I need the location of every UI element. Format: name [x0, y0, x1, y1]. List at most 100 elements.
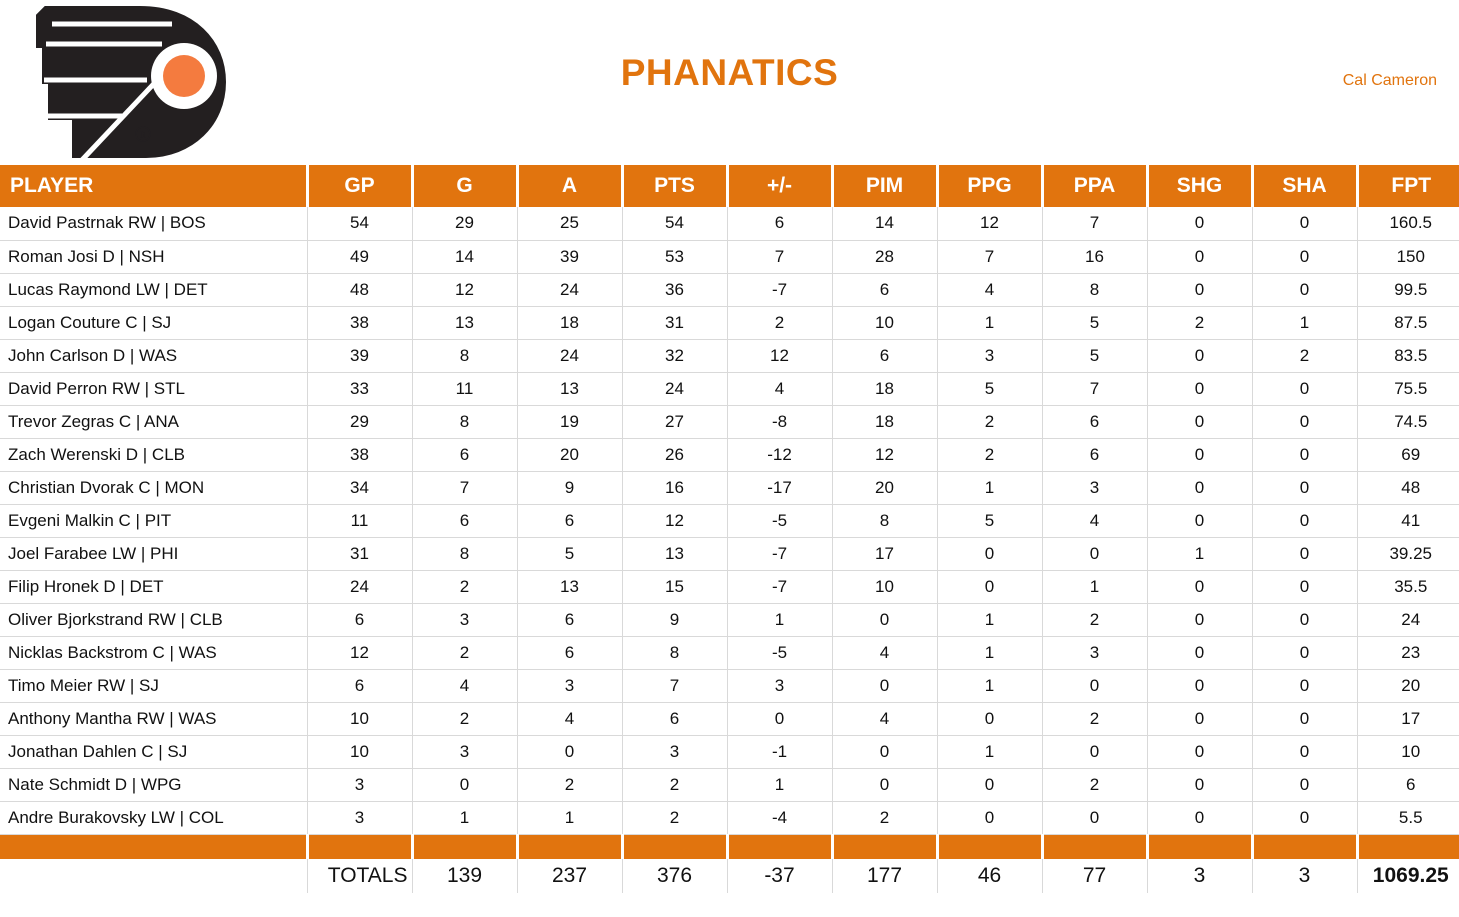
column-header-gp[interactable]: GP [307, 165, 414, 207]
table-row[interactable]: Lucas Raymond LW | DET 48 12 24 36 -7 6 4 8 0 0 99.… [0, 273, 1459, 307]
player-name-cell: John Carlson D | WAS [0, 339, 308, 373]
stat-cell-g: 3 [412, 735, 518, 769]
table-header-row: PLAYER GP G A PTS +/- PIM PPG PPA SHG SH… [0, 165, 1459, 207]
stat-cell-pim: 0 [832, 603, 938, 637]
stat-cell-a: 24 [517, 273, 623, 307]
stat-cell-pm: 2 [727, 306, 833, 340]
stat-cell-a: 19 [517, 405, 623, 439]
column-header-a[interactable]: A [517, 165, 624, 207]
stat-cell-gp: 49 [307, 240, 413, 274]
stat-cell-fpt: 99.5 [1357, 273, 1459, 307]
stat-cell-pts: 13 [622, 537, 728, 571]
stat-cell-shg: 0 [1147, 669, 1253, 703]
stat-cell-pts: 6 [622, 702, 728, 736]
table-row[interactable]: John Carlson D | WAS 39 8 24 32 12 6 3 5 0 2 83.5 [0, 339, 1459, 373]
stat-cell-pim: 18 [832, 405, 938, 439]
stat-cell-sha: 0 [1252, 372, 1358, 406]
stat-cell-gp: 38 [307, 438, 413, 472]
table-row[interactable]: Logan Couture C | SJ 38 13 18 31 2 10 1 5 2 1 87.5 [0, 306, 1459, 340]
column-header-fpt[interactable]: FPT [1357, 165, 1459, 207]
totals-value-cell: 3 [1252, 859, 1358, 893]
stat-cell-sha: 0 [1252, 273, 1358, 307]
column-header-player[interactable]: PLAYER [0, 165, 309, 207]
stat-cell-g: 0 [412, 768, 518, 802]
stat-cell-pm: -7 [727, 537, 833, 571]
table-row[interactable]: Evgeni Malkin C | PIT 11 6 6 12 -5 8 5 4 0 0 41 [0, 504, 1459, 538]
stat-cell-pim: 20 [832, 471, 938, 505]
stat-cell-fpt: 160.5 [1357, 207, 1459, 241]
table-row[interactable]: Roman Josi D | NSH 49 14 39 53 7 28 7 16 0 0 150 [0, 240, 1459, 274]
stat-cell-g: 6 [412, 504, 518, 538]
column-header-g[interactable]: G [412, 165, 519, 207]
stat-cell-ppg: 0 [937, 768, 1043, 802]
stat-cell-gp: 11 [307, 504, 413, 538]
stat-cell-g: 11 [412, 372, 518, 406]
stat-cell-a: 6 [517, 636, 623, 670]
totals-value-cell: 77 [1042, 859, 1148, 893]
stat-cell-pim: 4 [832, 636, 938, 670]
stat-cell-sha: 0 [1252, 471, 1358, 505]
column-header-ppg[interactable]: PPG [937, 165, 1044, 207]
stat-cell-ppg: 1 [937, 735, 1043, 769]
stat-cell-shg: 0 [1147, 636, 1253, 670]
table-row[interactable]: Andre Burakovsky LW | COL 3 1 1 2 -4 2 0 0 0 0 5.5 [0, 801, 1459, 835]
stat-cell-ppa: 5 [1042, 339, 1148, 373]
stat-cell-g: 4 [412, 669, 518, 703]
stat-cell-shg: 0 [1147, 735, 1253, 769]
column-header-plus-minus[interactable]: +/- [727, 165, 834, 207]
stat-cell-sha: 0 [1252, 768, 1358, 802]
stat-cell-gp: 34 [307, 471, 413, 505]
column-header-shg[interactable]: SHG [1147, 165, 1254, 207]
player-name-cell: Andre Burakovsky LW | COL [0, 801, 308, 835]
stat-cell-pm: -4 [727, 801, 833, 835]
stat-cell-sha: 0 [1252, 207, 1358, 241]
table-row[interactable]: Zach Werenski D | CLB 38 6 20 26 -12 12 2 6 0 0 69 [0, 438, 1459, 472]
stat-cell-ppa: 8 [1042, 273, 1148, 307]
player-name-cell: Filip Hronek D | DET [0, 570, 308, 604]
stat-cell-ppg: 1 [937, 471, 1043, 505]
stat-cell-g: 8 [412, 405, 518, 439]
stat-cell-pts: 53 [622, 240, 728, 274]
stat-cell-fpt: 35.5 [1357, 570, 1459, 604]
table-row[interactable]: David Pastrnak RW | BOS 54 29 25 54 6 14 12 7 0 0 1… [0, 207, 1459, 241]
stat-cell-ppg: 7 [937, 240, 1043, 274]
stat-cell-a: 20 [517, 438, 623, 472]
column-header-pim[interactable]: PIM [832, 165, 939, 207]
stat-cell-g: 7 [412, 471, 518, 505]
stat-cell-g: 13 [412, 306, 518, 340]
separator-cell [1147, 834, 1254, 859]
stat-cell-a: 3 [517, 669, 623, 703]
stat-cell-ppg: 3 [937, 339, 1043, 373]
player-name-cell: Lucas Raymond LW | DET [0, 273, 308, 307]
table-row[interactable]: Oliver Bjorkstrand RW | CLB 6 3 6 9 1 0 1 2 0 0 24 [0, 603, 1459, 637]
table-row[interactable]: Nicklas Backstrom C | WAS 12 2 6 8 -5 4 1 3 0 0 23 [0, 636, 1459, 670]
column-header-sha[interactable]: SHA [1252, 165, 1359, 207]
stat-cell-shg: 2 [1147, 306, 1253, 340]
table-row[interactable]: Jonathan Dahlen C | SJ 10 3 0 3 -1 0 1 0 0 0 10 [0, 735, 1459, 769]
table-row[interactable]: Joel Farabee LW | PHI 31 8 5 13 -7 17 0 0 1 0 39.25 [0, 537, 1459, 571]
stat-cell-sha: 0 [1252, 603, 1358, 637]
table-row[interactable]: Christian Dvorak C | MON 34 7 9 16 -17 20 1 3 0 0 4… [0, 471, 1459, 505]
table-row[interactable]: Filip Hronek D | DET 24 2 13 15 -7 10 0 1 0 0 35.5 [0, 570, 1459, 604]
stat-cell-pim: 14 [832, 207, 938, 241]
stat-cell-a: 6 [517, 603, 623, 637]
separator-cell [727, 834, 834, 859]
stat-cell-a: 25 [517, 207, 623, 241]
stat-cell-a: 18 [517, 306, 623, 340]
totals-row: TOTALS 139 237 376 -37 177 46 77 3 3 1069.25 [0, 859, 1459, 893]
stat-cell-ppa: 16 [1042, 240, 1148, 274]
stat-cell-pim: 10 [832, 570, 938, 604]
table-row[interactable]: Anthony Mantha RW | WAS 10 2 4 6 0 4 0 2 0 0 17 [0, 702, 1459, 736]
stat-cell-ppa: 6 [1042, 405, 1148, 439]
column-header-ppa[interactable]: PPA [1042, 165, 1149, 207]
totals-value-cell: 376 [622, 859, 728, 893]
table-row[interactable]: Trevor Zegras C | ANA 29 8 19 27 -8 18 2 6 0 0 74.5 [0, 405, 1459, 439]
player-name-cell: David Pastrnak RW | BOS [0, 207, 308, 241]
stat-cell-fpt: 41 [1357, 504, 1459, 538]
column-header-pts[interactable]: PTS [622, 165, 729, 207]
table-row[interactable]: Timo Meier RW | SJ 6 4 3 7 3 0 1 0 0 0 20 [0, 669, 1459, 703]
table-row[interactable]: Nate Schmidt D | WPG 3 0 2 2 1 0 0 2 0 0 6 [0, 768, 1459, 802]
table-row[interactable]: David Perron RW | STL 33 11 13 24 4 18 5 7 0 0 75.5 [0, 372, 1459, 406]
stat-cell-g: 2 [412, 570, 518, 604]
stat-cell-sha: 0 [1252, 504, 1358, 538]
